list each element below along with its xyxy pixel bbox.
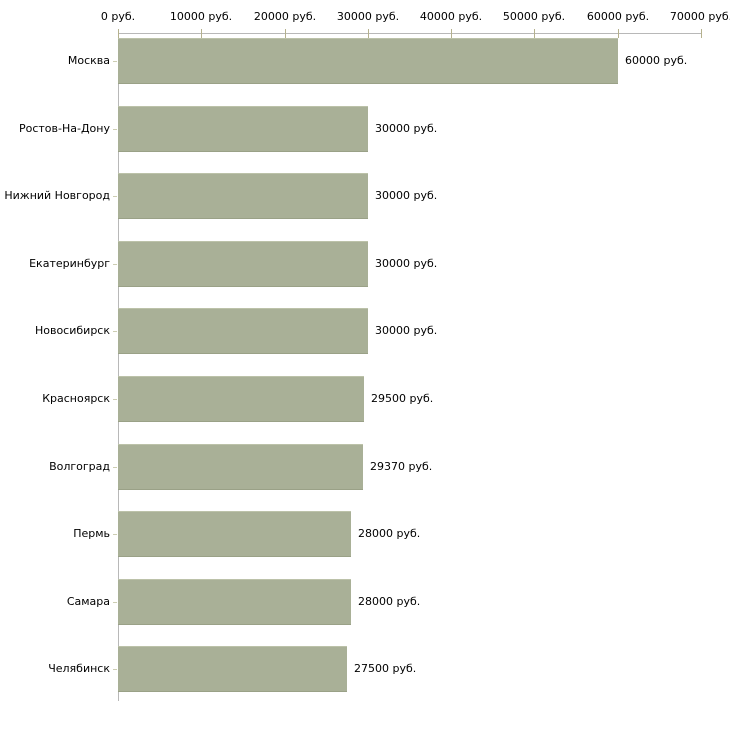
category-label: Новосибирск <box>34 324 110 337</box>
x-axis-tick <box>451 29 452 38</box>
category-tick <box>113 61 117 62</box>
category-label: Челябинск <box>48 662 110 675</box>
category-tick <box>113 602 117 603</box>
category-label: Москва <box>67 54 110 67</box>
category-tick <box>113 467 117 468</box>
value-label: 30000 руб. <box>375 122 438 135</box>
x-axis-tick-label: 20000 руб. <box>253 10 317 23</box>
value-label: 30000 руб. <box>375 324 438 337</box>
category-label: Пермь <box>73 527 110 540</box>
x-axis-line <box>118 33 701 34</box>
value-label: 28000 руб. <box>358 595 421 608</box>
bar <box>118 38 618 84</box>
category-tick <box>113 534 117 535</box>
value-label: 60000 руб. <box>625 54 688 67</box>
x-axis-tick <box>118 29 119 38</box>
bar <box>118 241 368 287</box>
category-label: Екатеринбург <box>29 257 110 270</box>
x-axis-tick-label: 50000 руб. <box>502 10 566 23</box>
category-label: Ростов-На-Дону <box>18 122 110 135</box>
category-tick <box>113 196 117 197</box>
bar <box>118 173 368 219</box>
bar <box>118 106 368 152</box>
value-label: 29500 руб. <box>371 392 434 405</box>
bar <box>118 376 364 422</box>
x-axis-tick-label: 70000 руб. <box>669 10 730 23</box>
x-axis-tick <box>701 29 702 38</box>
x-axis-tick <box>201 29 202 38</box>
y-axis-line <box>118 33 119 701</box>
value-label: 27500 руб. <box>354 662 417 675</box>
x-axis-tick <box>618 29 619 38</box>
bar <box>118 511 351 557</box>
value-label: 28000 руб. <box>358 527 421 540</box>
category-tick <box>113 399 117 400</box>
category-tick <box>113 669 117 670</box>
value-label: 30000 руб. <box>375 257 438 270</box>
category-tick <box>113 129 117 130</box>
category-tick <box>113 331 117 332</box>
value-label: 30000 руб. <box>375 189 438 202</box>
category-label: Красноярск <box>42 392 110 405</box>
category-label: Волгоград <box>49 460 110 473</box>
bar <box>118 308 368 354</box>
x-axis-tick <box>285 29 286 38</box>
category-tick <box>113 264 117 265</box>
bar <box>118 444 363 490</box>
bar <box>118 579 351 625</box>
bar <box>118 646 347 692</box>
x-axis-tick-label: 60000 руб. <box>586 10 650 23</box>
x-axis-tick-label: 0 руб. <box>100 10 136 23</box>
x-axis-tick-label: 40000 руб. <box>419 10 483 23</box>
x-axis-tick-label: 30000 руб. <box>336 10 400 23</box>
category-label: Нижний Новгород <box>4 189 110 202</box>
category-label: Самара <box>66 595 110 608</box>
x-axis-tick-label: 10000 руб. <box>169 10 233 23</box>
x-axis-tick <box>368 29 369 38</box>
value-label: 29370 руб. <box>370 460 433 473</box>
x-axis-tick <box>534 29 535 38</box>
